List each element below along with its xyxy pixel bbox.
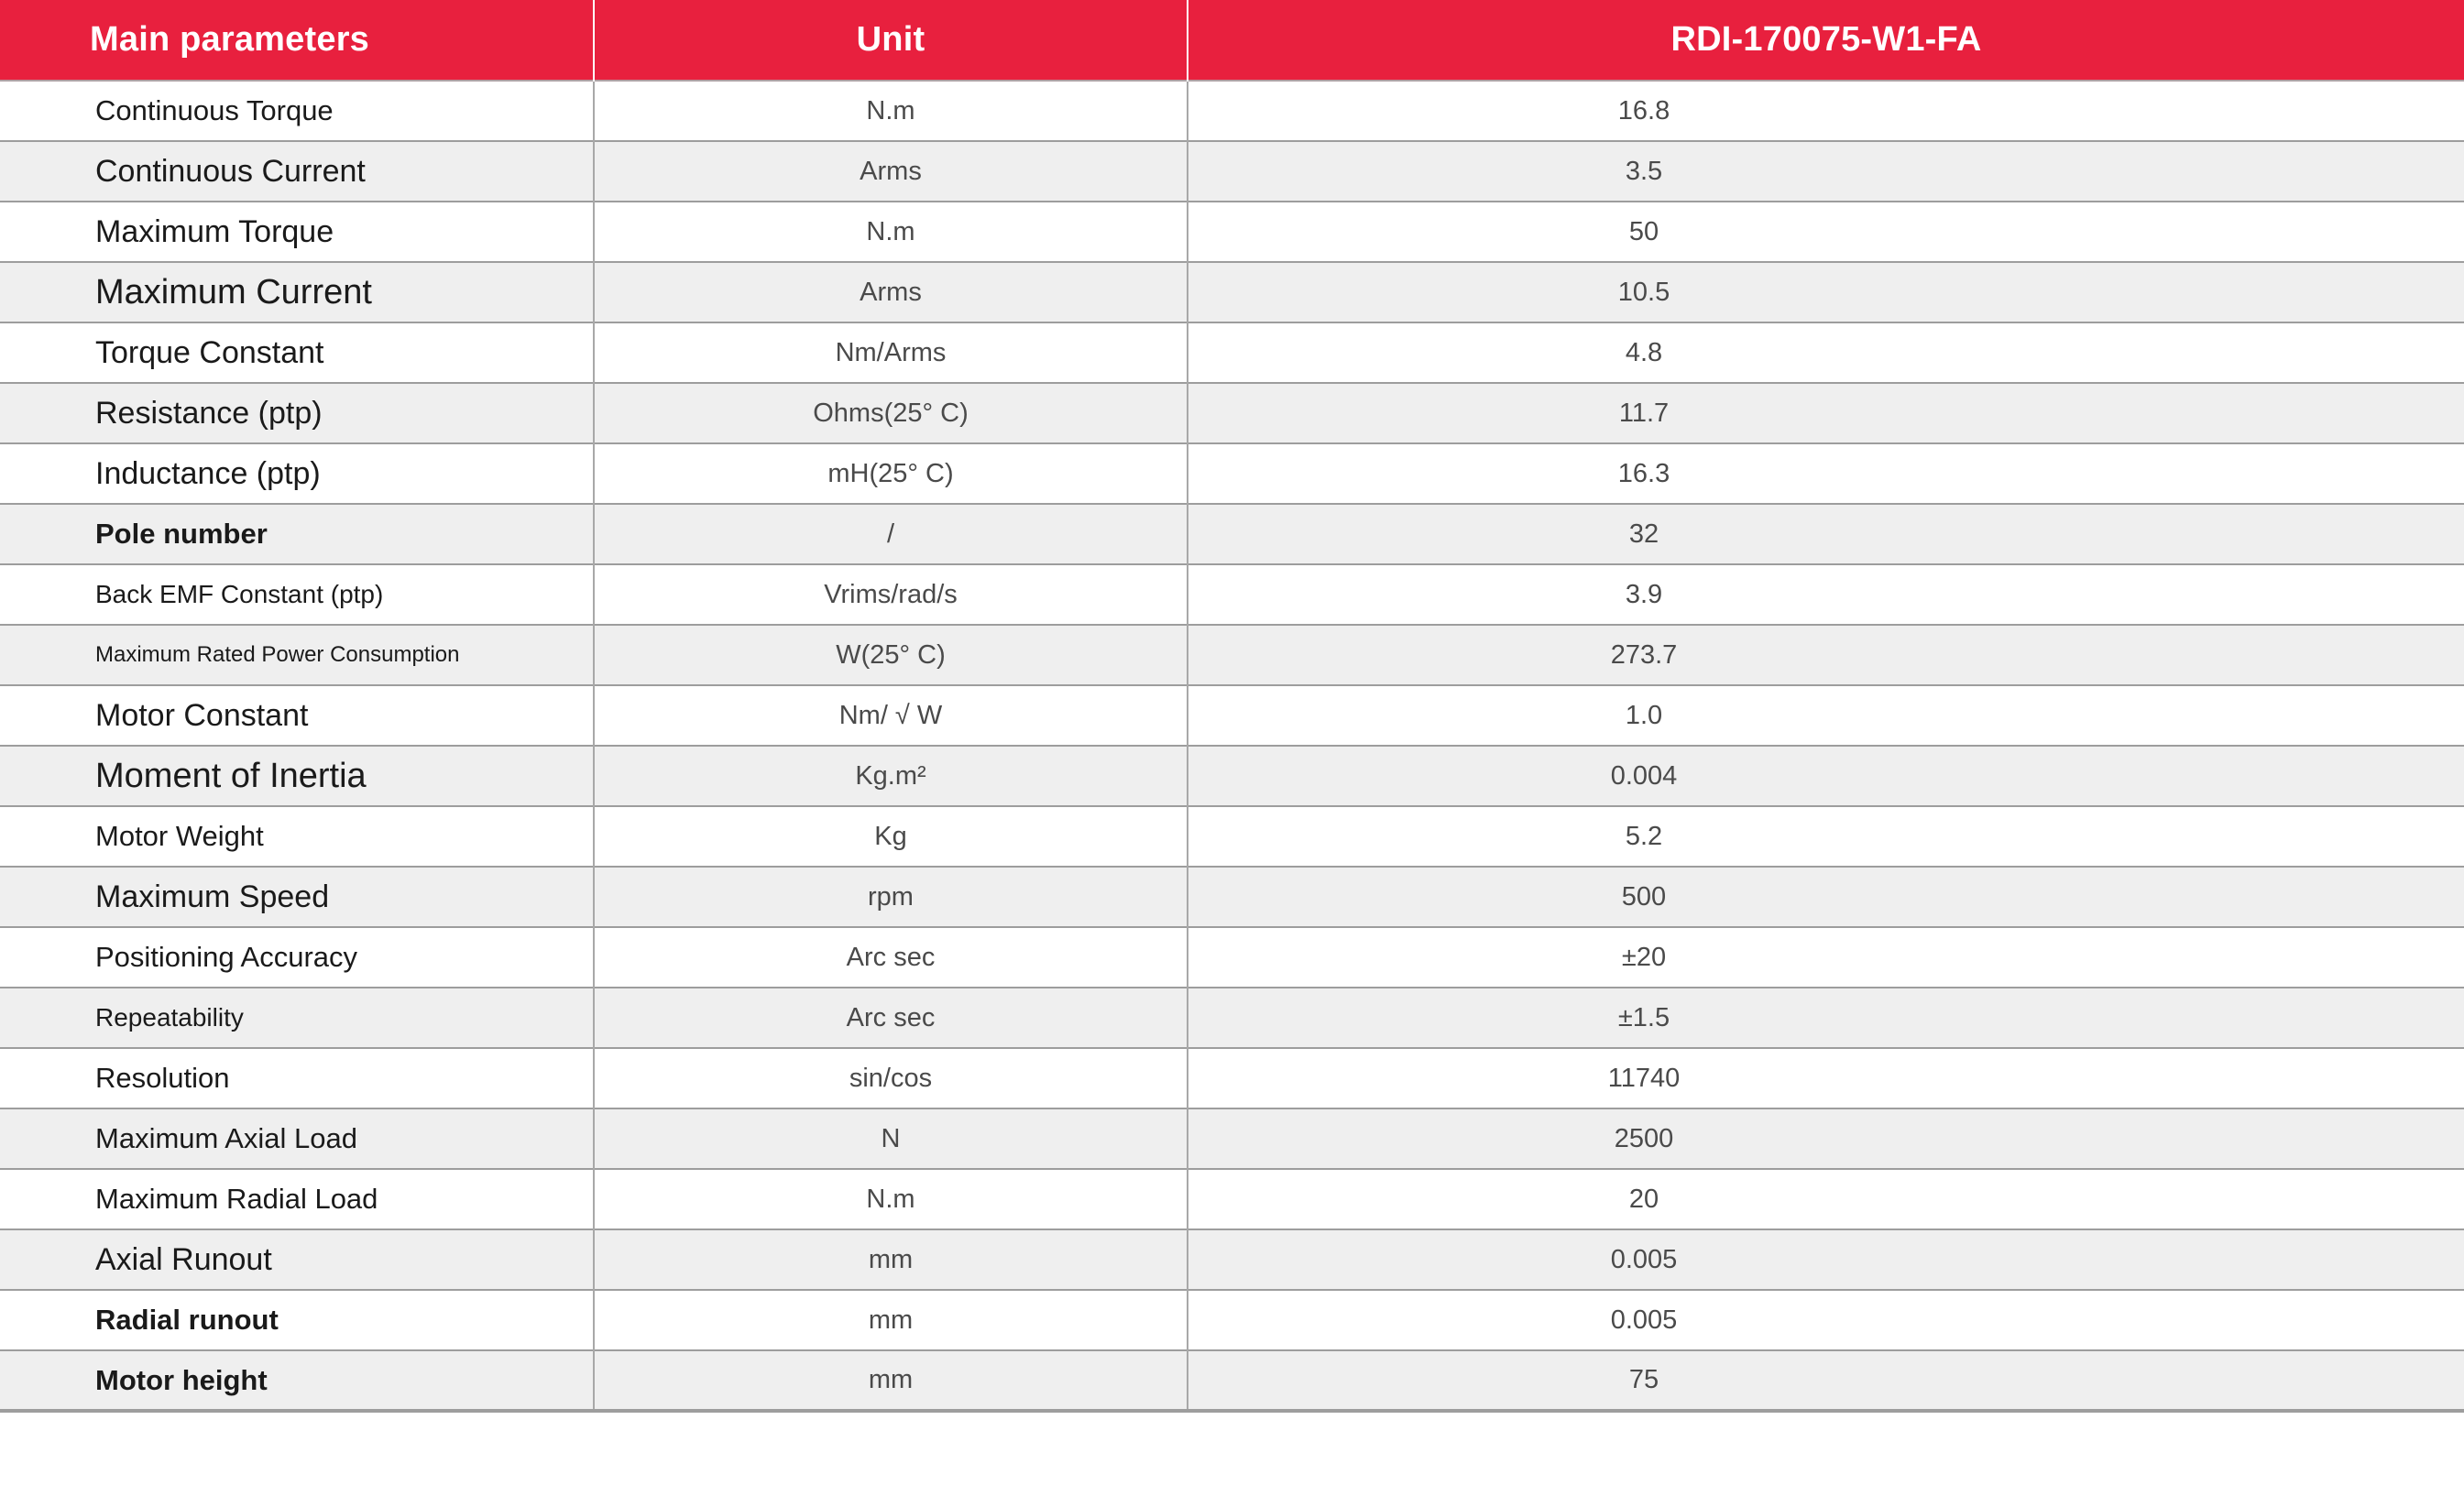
table-row: Moment of Inertia Kg.m² 0.004 (0, 745, 2464, 806)
value-cell: 5.2 (1188, 805, 2464, 867)
parameter-name-cell: Resistance (ptp) (0, 382, 595, 443)
value-cell: 0.004 (1188, 745, 2464, 806)
value-cell: 2500 (1188, 1108, 2464, 1169)
unit-cell: mm (594, 1228, 1188, 1290)
unit-cell: Nm/Arms (594, 322, 1188, 383)
value-cell: 50 (1188, 201, 2464, 262)
parameter-name-cell: Axial Runout (0, 1228, 595, 1290)
value-cell: 11.7 (1188, 382, 2464, 443)
parameter-name-cell: Motor Constant (0, 684, 595, 746)
table-row: Pole number/32 (0, 503, 2464, 564)
parameter-name-cell: Torque Constant (0, 322, 595, 383)
table-row: Maximum Axial Load N 2500 (0, 1108, 2464, 1169)
unit-cell: Kg.m² (594, 745, 1188, 806)
table-header: Main parameters Unit RDI-170075-W1-FA (0, 0, 2464, 81)
table-row: Motor height mm 75 (0, 1349, 2464, 1413)
parameter-name-cell: Maximum Speed (0, 866, 595, 927)
unit-cell: Arc sec (594, 987, 1188, 1048)
parameter-name-cell: Maximum Torque (0, 201, 595, 262)
value-cell: 500 (1188, 866, 2464, 927)
column-header-unit: Unit (594, 0, 1188, 81)
value-cell: 16.3 (1188, 442, 2464, 504)
unit-cell: mm (594, 1289, 1188, 1350)
value-cell: 16.8 (1188, 80, 2464, 141)
parameter-name-cell: Maximum Radial Load (0, 1168, 595, 1229)
parameter-name-cell: Back EMF Constant (ptp) (0, 563, 595, 625)
parameter-name-cell: Repeatability (0, 987, 595, 1048)
unit-cell: N (594, 1108, 1188, 1169)
table-row: Maximum Current Arms 10.5 (0, 261, 2464, 322)
value-cell: 10.5 (1188, 261, 2464, 322)
parameter-name-cell: Motor Weight (0, 805, 595, 867)
unit-cell: sin/cos (594, 1047, 1188, 1108)
parameter-name-cell: Pole number (0, 503, 595, 564)
table-row: Radial runout mm 0.005 (0, 1289, 2464, 1350)
value-cell: 32 (1188, 503, 2464, 564)
table-row: Inductance (ptp) mH(25° C) 16.3 (0, 442, 2464, 504)
table-row: Torque Constant Nm/Arms 4.8 (0, 322, 2464, 383)
parameter-name-cell: Positioning Accuracy (0, 926, 595, 988)
unit-cell: rpm (594, 866, 1188, 927)
table-row: Back EMF Constant (ptp) Vrims/rad/s 3.9 (0, 563, 2464, 625)
unit-cell: W(25° C) (594, 624, 1188, 685)
value-cell: 3.5 (1188, 140, 2464, 202)
value-cell: 11740 (1188, 1047, 2464, 1108)
table-row: Continuous Current Arms 3.5 (0, 140, 2464, 202)
table-row: Repeatability Arc sec ±1.5 (0, 987, 2464, 1048)
value-cell: ±20 (1188, 926, 2464, 988)
parameter-name-cell: Continuous Torque (0, 80, 595, 141)
unit-cell: Nm/ √ W (594, 684, 1188, 746)
specification-table: Main parameters Unit RDI-170075-W1-FA Co… (0, 0, 2464, 1413)
table-row: Maximum Speed rpm 500 (0, 866, 2464, 927)
value-cell: 0.005 (1188, 1289, 2464, 1350)
parameter-name-cell: Maximum Axial Load (0, 1108, 595, 1169)
value-cell: 4.8 (1188, 322, 2464, 383)
unit-cell: Kg (594, 805, 1188, 867)
value-cell: 20 (1188, 1168, 2464, 1229)
unit-cell: mm (594, 1349, 1188, 1413)
table-row: Resolution sin/cos 11740 (0, 1047, 2464, 1108)
parameter-name-cell: Moment of Inertia (0, 745, 595, 806)
column-header-main-parameters: Main parameters (0, 0, 595, 81)
unit-cell: mH(25° C) (594, 442, 1188, 504)
value-cell: 273.7 (1188, 624, 2464, 685)
unit-cell: / (594, 503, 1188, 564)
table-row: Resistance (ptp) Ohms(25° C) 11.7 (0, 382, 2464, 443)
table-row: Motor Constant Nm/ √ W 1.0 (0, 684, 2464, 746)
parameter-name-cell: Inductance (ptp) (0, 442, 595, 504)
value-cell: 1.0 (1188, 684, 2464, 746)
unit-cell: Arms (594, 261, 1188, 322)
table-row: Motor Weight Kg 5.2 (0, 805, 2464, 867)
parameter-name-cell: Maximum Rated Power Consumption (0, 624, 595, 685)
parameter-name-cell: Radial runout (0, 1289, 595, 1350)
unit-cell: N.m (594, 80, 1188, 141)
table-row: Axial Runout mm 0.005 (0, 1228, 2464, 1290)
parameter-name-cell: Resolution (0, 1047, 595, 1108)
table-row: Continuous Torque N.m 16.8 (0, 80, 2464, 141)
unit-cell: Vrims/rad/s (594, 563, 1188, 625)
unit-cell: N.m (594, 1168, 1188, 1229)
header-row: Main parameters Unit RDI-170075-W1-FA (0, 0, 2464, 81)
unit-cell: Arc sec (594, 926, 1188, 988)
table-row: Maximum Torque N.m 50 (0, 201, 2464, 262)
table-row: Maximum Rated Power Consumption W(25° C) 2… (0, 624, 2464, 685)
unit-cell: Ohms(25° C) (594, 382, 1188, 443)
table-row: Maximum Radial Load N.m 20 (0, 1168, 2464, 1229)
parameter-name-cell: Motor height (0, 1349, 595, 1413)
column-header-model: RDI-170075-W1-FA (1188, 0, 2464, 81)
value-cell: 3.9 (1188, 563, 2464, 625)
table-row: Positioning Accuracy Arc sec ±20 (0, 926, 2464, 988)
unit-cell: Arms (594, 140, 1188, 202)
parameter-name-cell: Continuous Current (0, 140, 595, 202)
unit-cell: N.m (594, 201, 1188, 262)
table-body: Continuous Torque N.m 16.8 Continuous Curre… (0, 80, 2464, 1413)
parameter-name-cell: Maximum Current (0, 261, 595, 322)
value-cell: ±1.5 (1188, 987, 2464, 1048)
value-cell: 0.005 (1188, 1228, 2464, 1290)
value-cell: 75 (1188, 1349, 2464, 1413)
